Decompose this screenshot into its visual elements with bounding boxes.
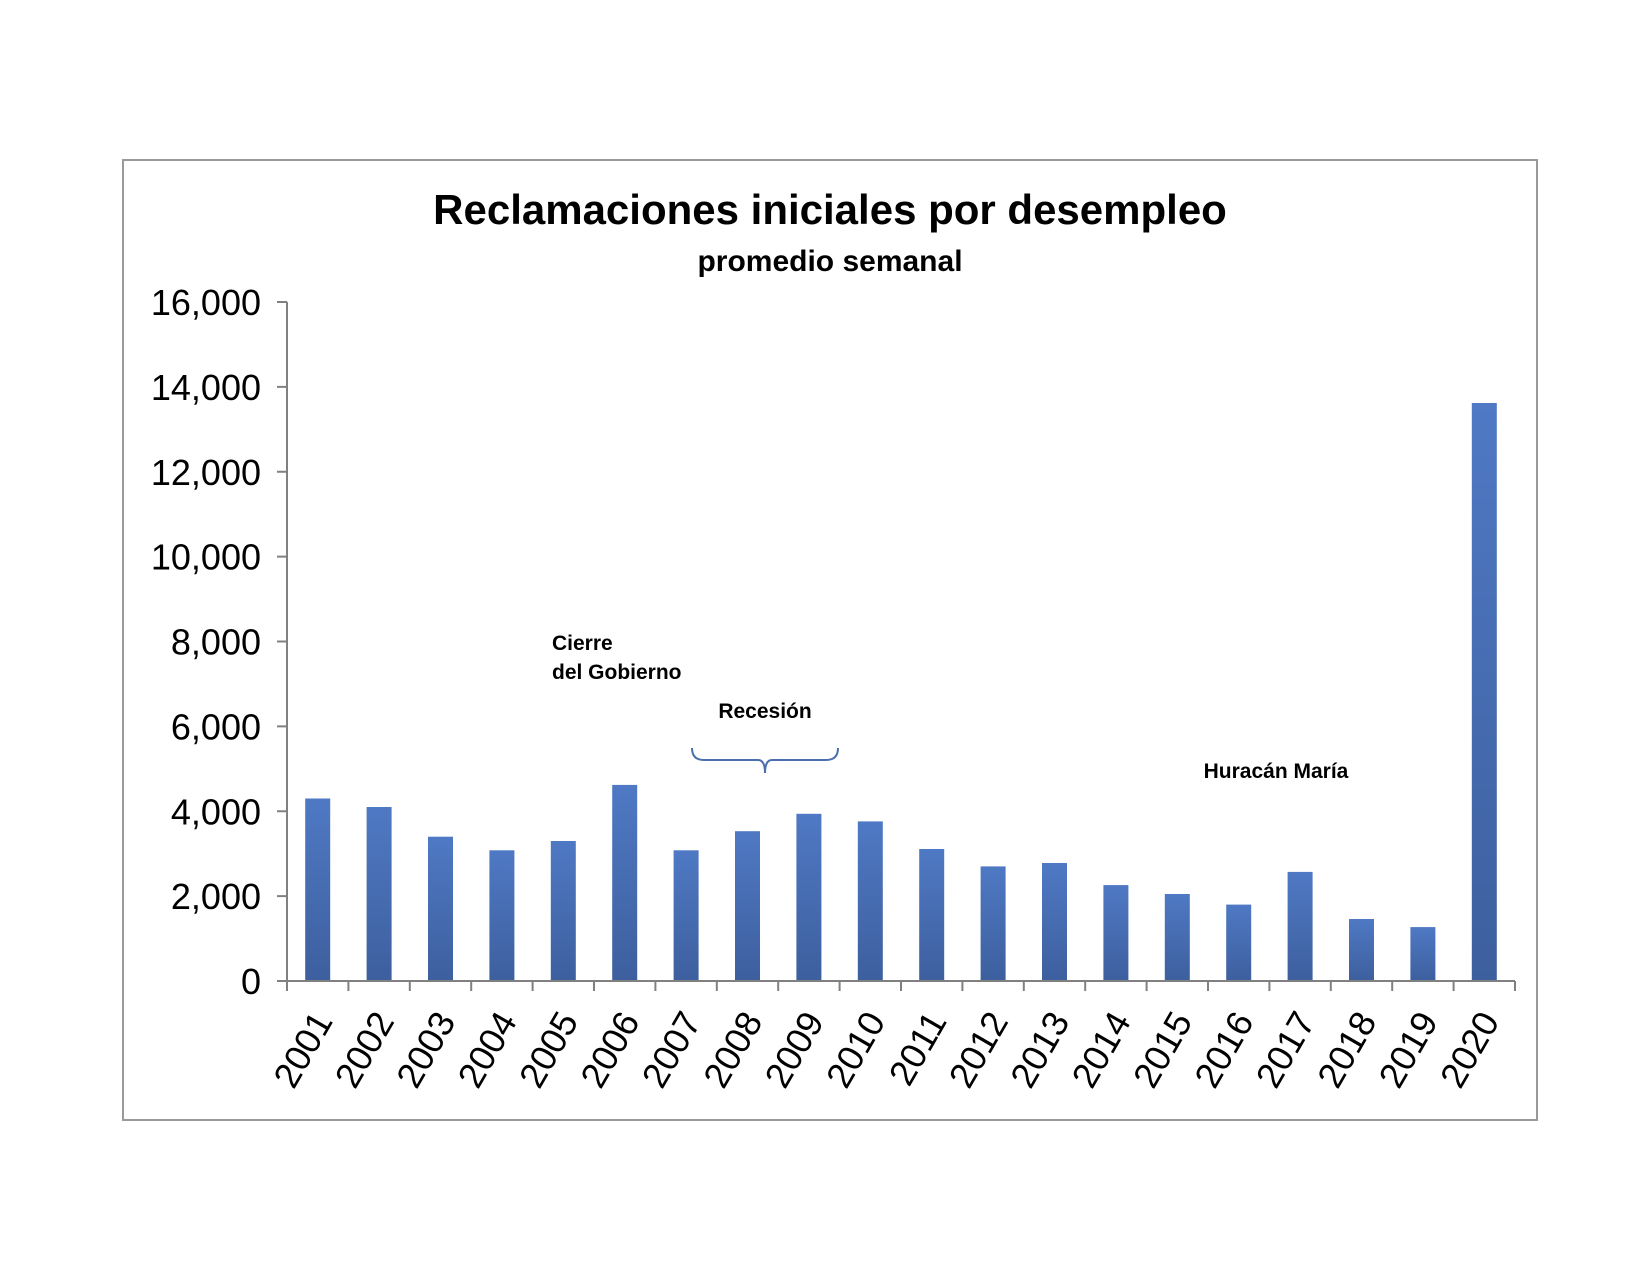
x-tick-label: 2011 — [880, 1005, 954, 1093]
annotation-label: Recesión — [718, 700, 811, 723]
bar-2004 — [489, 850, 515, 981]
chart-subtitle: promedio semanal — [697, 245, 962, 278]
annotation-label: Cierre del Gobierno — [552, 632, 682, 684]
x-tick-label: 2002 — [326, 1005, 402, 1095]
bar-2015 — [1164, 894, 1190, 981]
bar-2016 — [1226, 904, 1252, 981]
bar-2006 — [612, 784, 638, 981]
y-tick-label: 6,000 — [171, 706, 261, 747]
y-tick-label: 8,000 — [171, 622, 261, 663]
x-tick-label: 2010 — [818, 1005, 894, 1095]
x-tick-label: 2004 — [449, 1005, 525, 1095]
bar-2009 — [796, 813, 822, 981]
y-tick-label: 2,000 — [171, 876, 261, 917]
bar-2001 — [305, 798, 331, 981]
y-tick-label: 0 — [241, 961, 261, 1002]
x-tick-label: 2020 — [1432, 1005, 1508, 1095]
bar-2012 — [980, 866, 1006, 981]
x-tick-label: 2017 — [1247, 1005, 1323, 1095]
bar-2002 — [366, 807, 392, 981]
x-tick-label: 2014 — [1063, 1005, 1139, 1095]
chart-svg: Reclamaciones iniciales por desempleo pr… — [151, 186, 1516, 1095]
y-tick-label: 12,000 — [151, 452, 261, 493]
y-tick-label: 4,000 — [171, 791, 261, 832]
bar-2013 — [1042, 863, 1067, 981]
chart-title: Reclamaciones iniciales por desempleo — [433, 186, 1227, 233]
annotation-line: Recesión — [718, 700, 811, 723]
x-tick-label: 2003 — [388, 1005, 464, 1095]
bar-2019 — [1410, 927, 1436, 981]
recession-brace — [691, 747, 839, 774]
chart-frame: Reclamaciones iniciales por desempleo pr… — [122, 159, 1538, 1121]
bar-2003 — [428, 836, 453, 981]
x-tick-label: 2008 — [695, 1005, 771, 1095]
x-tick-label: 2007 — [633, 1005, 709, 1095]
x-tick-label: 2018 — [1309, 1005, 1385, 1095]
bar-2007 — [673, 850, 699, 981]
annotations: Cierre del Gobierno Recesión Huracán María — [552, 632, 1349, 783]
bar-2017 — [1287, 871, 1313, 981]
bar-2010 — [857, 821, 883, 981]
annotation-label: Huracán María — [1204, 760, 1349, 783]
y-tick-label: 10,000 — [151, 537, 261, 578]
x-tick-label: 2015 — [1125, 1005, 1201, 1095]
x-tick-label: 2001 — [265, 1005, 341, 1095]
annotation-line: Cierre — [552, 632, 613, 655]
x-tick-label: 2012 — [940, 1005, 1016, 1095]
y-tick-label: 16,000 — [151, 282, 261, 323]
plot-area: 0 2,000 4,000 6,000 8,000 10,000 12,000 14,000 1… — [151, 282, 1516, 1095]
x-tick-label: 2009 — [756, 1005, 832, 1095]
bar-2008 — [735, 831, 760, 981]
bar-2018 — [1349, 919, 1374, 981]
annotation-line: Huracán María — [1204, 760, 1349, 783]
annotation-line: del Gobierno — [552, 661, 682, 684]
bar-2014 — [1103, 885, 1129, 981]
bar-2020 — [1471, 403, 1497, 981]
x-tick-label: 2005 — [511, 1005, 587, 1095]
y-tick-label: 14,000 — [151, 367, 261, 408]
bar-2011 — [919, 849, 945, 981]
bar-2005 — [550, 841, 576, 981]
x-tick-label: 2019 — [1370, 1005, 1446, 1095]
x-tick-label: 2006 — [572, 1005, 648, 1095]
x-tick-label: 2016 — [1186, 1005, 1262, 1095]
x-tick-label: 2013 — [1002, 1005, 1078, 1095]
